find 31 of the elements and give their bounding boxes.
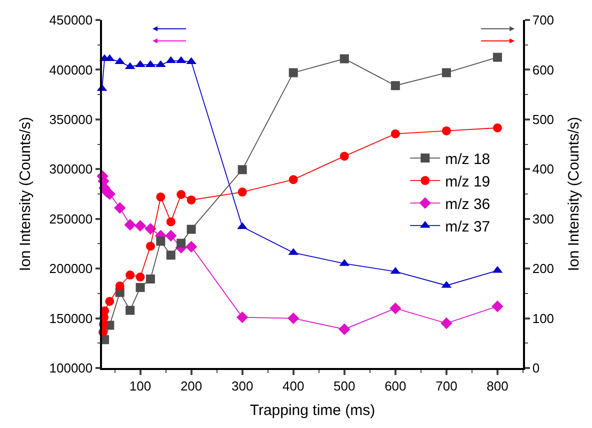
x-tick-label: 600 xyxy=(384,378,406,394)
x-tick-label: 200 xyxy=(180,378,202,394)
y2-tick-label: 500 xyxy=(532,112,554,127)
x-tick-label: 800 xyxy=(486,378,508,394)
y-tick-label: 100000 xyxy=(49,360,93,376)
y2-tick-label: 300 xyxy=(532,211,554,226)
y-axis-title: Ion Intensity (Counts/s) xyxy=(17,116,34,272)
y-tick-label: 150000 xyxy=(49,310,93,326)
y-tick-label: 450000 xyxy=(49,12,93,28)
y2-tick-label: 200 xyxy=(532,261,554,276)
x-tick-label: 700 xyxy=(436,378,458,394)
legend-label: m/z 18 xyxy=(445,150,490,168)
y-tick-label: 350000 xyxy=(49,112,93,127)
y-tick-label: 400000 xyxy=(49,62,93,78)
y2-axis-title: Ion Intensity (Counts/s) xyxy=(566,116,583,272)
y2-tick-label: 0 xyxy=(532,360,540,376)
legend-label: m/z 19 xyxy=(445,173,490,190)
y-tick-label: 200000 xyxy=(49,261,93,276)
x-axis-title: Trapping time (ms) xyxy=(250,402,376,419)
y-tick-label: 300000 xyxy=(49,162,93,177)
y2-tick-label: 600 xyxy=(532,62,554,78)
y2-tick-label: 700 xyxy=(532,12,554,28)
legend-label: m/z 37 xyxy=(445,218,490,236)
x-tick-label: 300 xyxy=(231,378,254,394)
x-tick-label: 500 xyxy=(334,378,356,394)
y2-tick-label: 400 xyxy=(532,162,554,177)
legend-label: m/z 36 xyxy=(445,196,490,213)
y-tick-label: 250000 xyxy=(49,211,93,226)
x-tick-label: 100 xyxy=(129,378,152,394)
y2-tick-label: 100 xyxy=(532,310,554,326)
x-tick-label: 400 xyxy=(282,378,304,394)
